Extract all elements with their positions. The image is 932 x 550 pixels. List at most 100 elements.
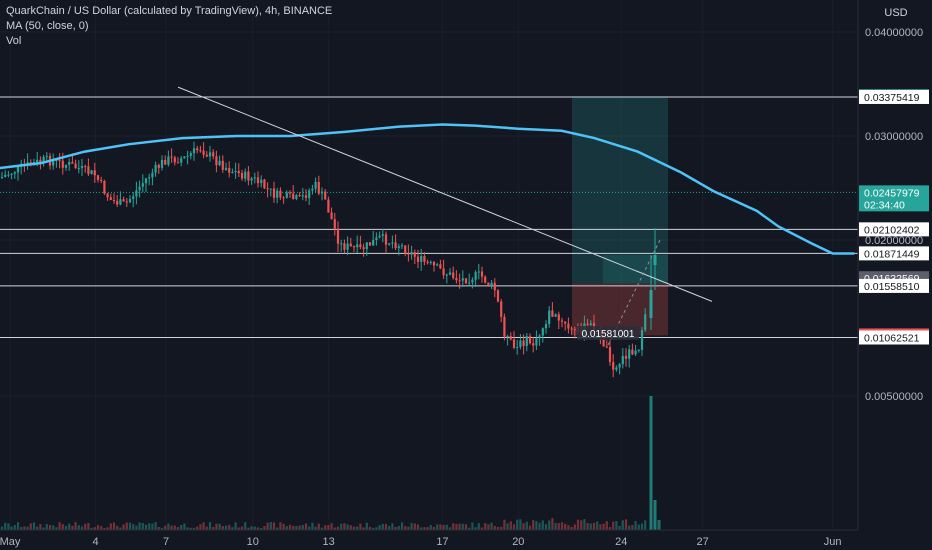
candle-body [234, 171, 237, 173]
candle-body [516, 346, 519, 348]
volume-bar [624, 519, 628, 530]
volume-bar [657, 520, 661, 530]
volume-bar [516, 519, 519, 530]
volume-bar [461, 523, 464, 530]
candle-body [87, 166, 90, 174]
volume-bar [87, 523, 90, 530]
volume-bar [208, 522, 212, 530]
volume-bar [368, 526, 372, 530]
candle-body [487, 282, 490, 286]
volume-bar [186, 527, 189, 530]
volume-bar [423, 527, 426, 530]
candle-body [407, 253, 410, 255]
candle-body [589, 323, 592, 325]
candle-body [535, 338, 538, 346]
y-tick-label: 0.04000000 [865, 27, 923, 39]
volume-bar [503, 519, 506, 530]
candle-body [477, 271, 480, 273]
volume-bar [144, 524, 148, 530]
candle-body [448, 272, 452, 275]
candle-body [455, 277, 458, 281]
candles [0, 141, 657, 378]
volume-bar [10, 526, 13, 530]
volume-bar [218, 523, 221, 530]
candle-body [84, 166, 87, 168]
trendline[interactable] [177, 86, 713, 302]
volume-bar [525, 521, 528, 530]
volume-bar [279, 522, 282, 530]
volume-bar [0, 526, 4, 530]
candle-body [628, 349, 631, 359]
volume-bar [125, 522, 128, 530]
volume-bar [311, 522, 314, 530]
volume-bar [592, 522, 596, 530]
candle-body [292, 193, 295, 199]
candle-body [567, 323, 570, 329]
volume-bar [234, 522, 237, 530]
volume-bar [570, 527, 573, 530]
candle-body [64, 164, 68, 168]
candle-body [621, 355, 624, 365]
volume-bar [336, 526, 340, 530]
candle-body [375, 237, 378, 241]
candle-body [308, 190, 311, 198]
volume-bar [183, 523, 186, 530]
volume-bar [528, 525, 532, 530]
volume-bar [84, 523, 87, 530]
target-zone [572, 96, 668, 284]
volume-bar [292, 525, 295, 530]
candle-body [298, 195, 301, 197]
candle-body [362, 247, 365, 250]
volume-bar [384, 524, 388, 530]
candle-body [260, 179, 263, 184]
candle-body [266, 188, 269, 190]
candle-body [410, 252, 413, 255]
volume-bar [116, 525, 119, 530]
candle-body [144, 178, 148, 184]
candle-body [602, 335, 605, 347]
y-tick-label: 0.03000000 [865, 131, 923, 143]
candle-body [391, 242, 394, 244]
candle-body [192, 148, 196, 154]
currency-label: USD [880, 5, 912, 19]
volume-bar [135, 525, 138, 530]
volume-bar [260, 527, 263, 530]
volume-bar [282, 523, 285, 530]
candle-body [324, 191, 327, 200]
candle-body [506, 336, 509, 338]
volume-bar [20, 526, 23, 530]
candle-body [378, 235, 381, 238]
volume-bar [180, 524, 183, 530]
volume-bar [340, 523, 343, 530]
volume-bar [506, 523, 509, 530]
volume-bar [567, 525, 570, 530]
volume-bar [500, 526, 503, 530]
volume-bar [109, 523, 112, 530]
volume-bar [580, 520, 583, 530]
candle-body [426, 261, 429, 263]
candle-body [164, 160, 167, 165]
position-tool[interactable] [572, 96, 668, 336]
candle-body [96, 175, 100, 180]
candle-body [314, 181, 317, 189]
volume-bar [649, 396, 653, 530]
volume-bar [640, 523, 644, 530]
candle-body [509, 336, 512, 340]
volume-bar [362, 527, 365, 530]
volume-bar [608, 527, 612, 530]
volume-bar [477, 523, 480, 530]
candle-body [285, 192, 288, 198]
candle-body [231, 172, 234, 174]
candle-body [532, 343, 535, 346]
volume-bar [349, 525, 352, 530]
volume-bar [80, 526, 84, 530]
volume-bar [474, 527, 477, 530]
candle-body [317, 181, 320, 194]
candle-body [256, 177, 260, 184]
volume-bar [324, 525, 327, 530]
volume-bar [173, 525, 176, 530]
candle-body [336, 228, 340, 244]
volume-bar [132, 523, 135, 530]
volume-bar [432, 526, 436, 530]
